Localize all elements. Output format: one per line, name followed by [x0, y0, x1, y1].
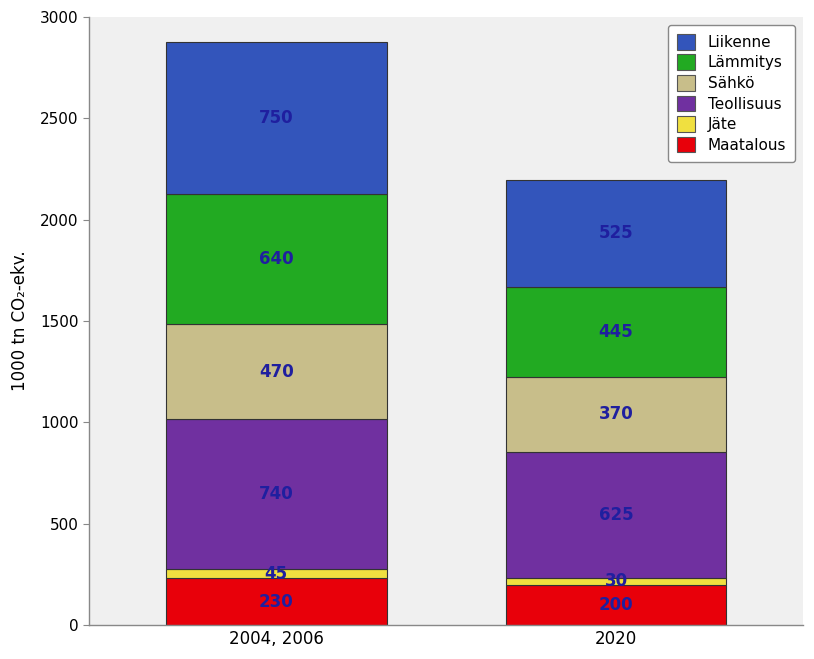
Text: 750: 750 — [259, 109, 294, 127]
Bar — [166, 324, 387, 419]
Bar — [166, 579, 387, 625]
Bar — [505, 585, 726, 625]
Text: 740: 740 — [259, 485, 294, 503]
Bar — [166, 569, 387, 579]
Text: 525: 525 — [598, 225, 633, 243]
Text: 445: 445 — [598, 323, 633, 341]
Bar — [166, 42, 387, 194]
Text: 45: 45 — [265, 565, 287, 583]
Bar — [166, 194, 387, 324]
Text: 200: 200 — [598, 596, 633, 614]
Text: 370: 370 — [598, 405, 633, 423]
Bar — [505, 452, 726, 579]
Text: 30: 30 — [605, 573, 628, 590]
Text: 470: 470 — [259, 362, 294, 381]
Bar — [505, 579, 726, 585]
Legend: Liikenne, Lämmitys, Sähkö, Teollisuus, Jäte, Maatalous: Liikenne, Lämmitys, Sähkö, Teollisuus, J… — [667, 25, 795, 162]
Bar — [505, 287, 726, 377]
Y-axis label: 1000 tn CO₂-ekv.: 1000 tn CO₂-ekv. — [11, 251, 29, 391]
Text: 230: 230 — [259, 592, 294, 611]
Bar — [505, 180, 726, 287]
Text: 640: 640 — [259, 250, 294, 268]
Bar — [166, 419, 387, 569]
Bar — [505, 377, 726, 452]
Text: 625: 625 — [598, 506, 633, 524]
